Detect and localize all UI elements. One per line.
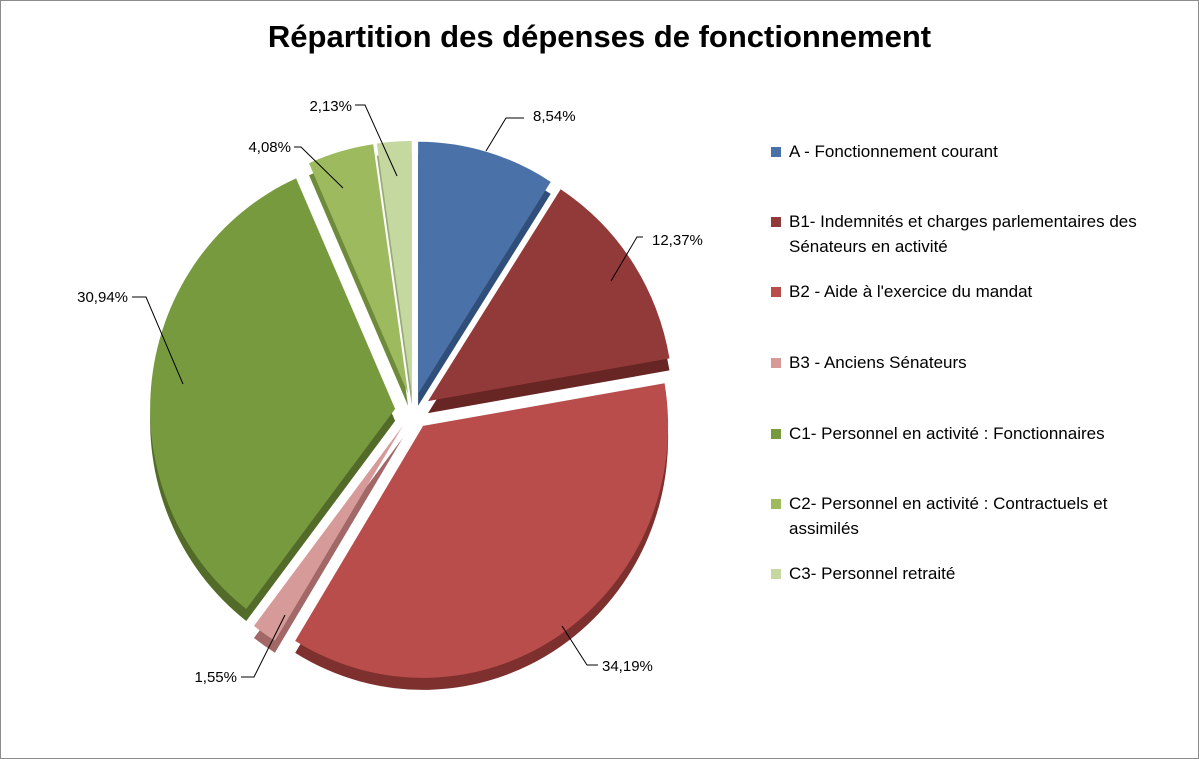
leader-line-c1	[132, 296, 184, 385]
leader-line-c3	[355, 104, 398, 177]
pie-slice-c3	[376, 141, 412, 394]
legend-label-c3: C3- Personnel retraité	[789, 564, 956, 583]
legend-swatch-b1	[771, 217, 781, 227]
data-label-c3: 2,13%	[309, 98, 352, 115]
legend-item-c1: C1- Personnel en activité : Fonctionnair…	[771, 421, 1181, 446]
legend-item-a: A - Fonctionnement courant	[771, 139, 1181, 164]
leader-line-b3	[241, 614, 286, 678]
data-label-b3: 1,55%	[194, 669, 237, 686]
legend-item-b3: B3 - Anciens Sénateurs	[771, 350, 1181, 375]
pie-slice-a	[418, 141, 551, 394]
legend-item-c3: C3- Personnel retraité	[771, 561, 1181, 586]
leader-line-a	[485, 117, 524, 152]
legend-item-b2: B2 - Aide à l'exercice du mandat	[771, 279, 1181, 304]
pie-slice-c1	[150, 178, 396, 610]
data-label-c2: 4,08%	[248, 139, 291, 156]
pie-slice-c2	[309, 144, 409, 394]
legend-swatch-a	[771, 147, 781, 157]
legend-item-c2: C2- Personnel en activité : Contractuels…	[771, 491, 1181, 541]
legend-swatch-c3	[771, 569, 781, 579]
legend-label-b1: B1- Indemnités et charges parlementaires…	[789, 212, 1137, 256]
leader-line-b1	[610, 236, 643, 282]
legend-label-b2: B2 - Aide à l'exercice du mandat	[789, 282, 1033, 301]
legend-swatch-c1	[771, 429, 781, 439]
legend-swatch-c2	[771, 499, 781, 509]
pie-slice-b3	[253, 425, 403, 641]
pie-slice-b1	[428, 189, 670, 402]
legend-item-b1: B1- Indemnités et charges parlementaires…	[771, 209, 1181, 259]
legend-label-b3: B3 - Anciens Sénateurs	[789, 353, 967, 372]
legend-label-c2: C2- Personnel en activité : Contractuels…	[789, 494, 1108, 538]
legend-label-c1: C1- Personnel en activité : Fonctionnair…	[789, 424, 1105, 443]
pie-slice-b2	[295, 383, 669, 678]
data-label-b1: 12,37%	[652, 232, 703, 249]
legend-swatch-b2	[771, 287, 781, 297]
legend-swatch-b3	[771, 358, 781, 368]
leader-line-b2	[561, 625, 598, 666]
data-label-c1: 30,94%	[77, 289, 128, 306]
data-label-b2: 34,19%	[602, 658, 653, 675]
legend-label-a: A - Fonctionnement courant	[789, 142, 998, 161]
data-label-a: 8,54%	[533, 108, 576, 125]
leader-line-c2	[294, 146, 344, 189]
chart-title: Répartition des dépenses de fonctionneme…	[267, 19, 932, 54]
